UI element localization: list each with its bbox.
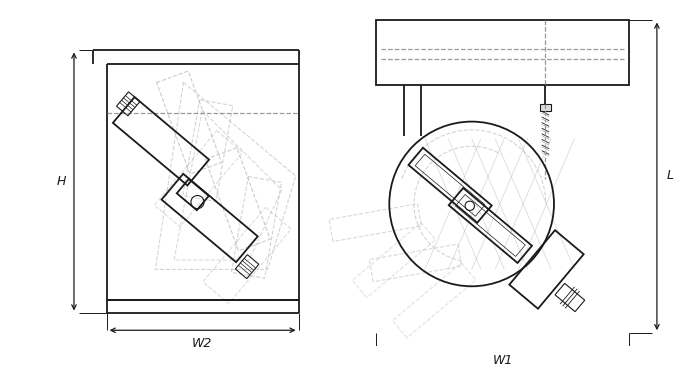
Text: W1: W1 <box>492 354 512 367</box>
Text: L: L <box>666 170 673 182</box>
Text: H: H <box>56 175 66 188</box>
Text: W2: W2 <box>192 337 212 350</box>
Bar <box>376 19 629 85</box>
Bar <box>540 104 551 111</box>
